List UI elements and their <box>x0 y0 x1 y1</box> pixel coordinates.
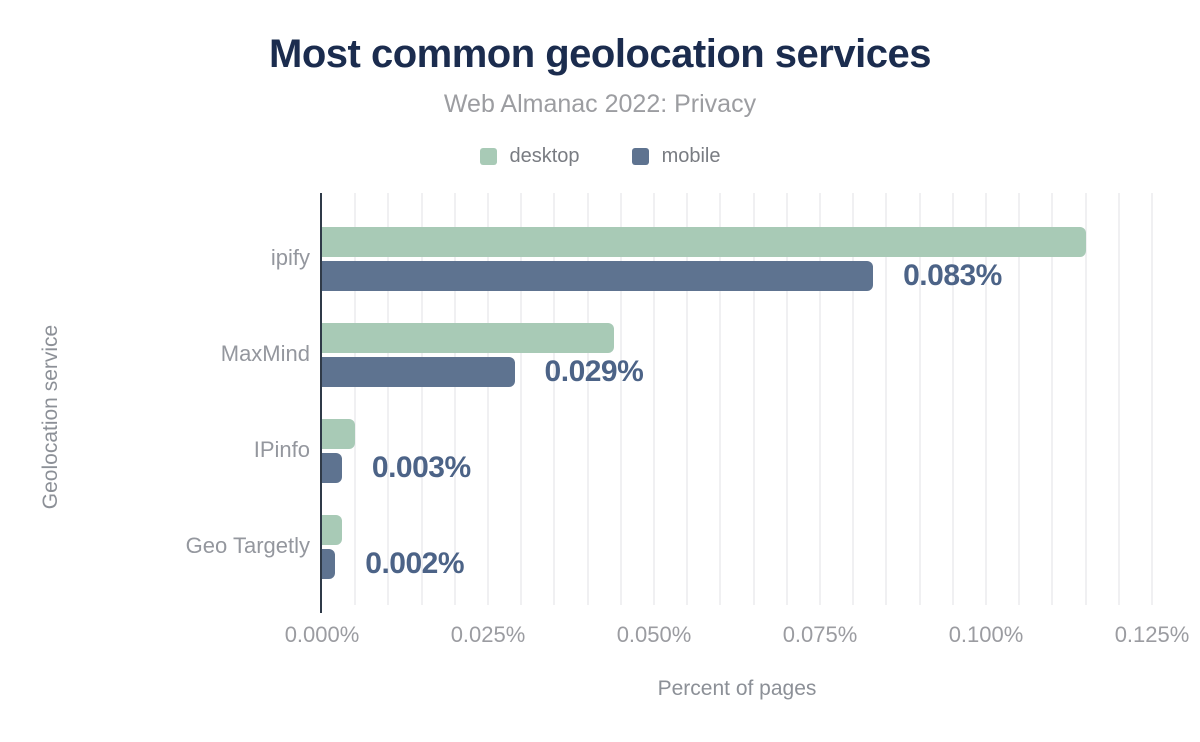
value-label-ipinfo: 0.003% <box>371 451 471 484</box>
x-tick-label: 0.075% <box>782 622 858 647</box>
gridline <box>819 193 821 605</box>
x-tick-label: 0.000% <box>284 622 360 647</box>
mobile-swatch <box>631 148 649 165</box>
x-tick-label: 0.125% <box>1114 622 1190 647</box>
legend-label-desktop: desktop <box>509 145 580 167</box>
gridline <box>752 193 755 605</box>
gridline <box>918 193 921 605</box>
x-tick-label: 0.050% <box>616 622 692 647</box>
gridline <box>1018 193 1021 605</box>
category-label-ipinfo: IPinfo <box>253 437 310 462</box>
gridline <box>653 193 655 605</box>
value-label-maxmind: 0.029% <box>544 355 644 388</box>
gridline <box>719 193 722 605</box>
gridline <box>785 193 788 605</box>
gridline <box>453 193 456 605</box>
bar-desktop-geo-targetly <box>322 515 342 545</box>
gridline <box>586 193 589 605</box>
gridline <box>951 193 954 605</box>
gridline <box>686 193 689 605</box>
gridline <box>420 193 423 605</box>
bar-desktop-ipinfo <box>322 419 356 449</box>
bar-mobile-ipinfo <box>322 453 342 483</box>
bar-desktop-maxmind <box>322 323 615 353</box>
gridline <box>985 193 987 605</box>
gridline <box>487 193 489 605</box>
x-axis-title: Percent of pages <box>657 677 817 700</box>
value-label-ipify: 0.083% <box>903 259 1002 292</box>
legend-item-desktop: desktop <box>479 145 580 168</box>
gridline <box>1084 193 1087 605</box>
x-tick-label: 0.025% <box>450 622 526 647</box>
gridline <box>354 193 357 605</box>
gridline <box>1117 193 1120 605</box>
value-label-geo-targetly: 0.002% <box>365 547 465 580</box>
plot-area: 0.083% 0.029% 0.003% 0.002% <box>322 193 1153 605</box>
x-tick-label: 0.100% <box>948 622 1024 647</box>
gridline <box>619 193 622 605</box>
legend-item-mobile: mobile <box>631 145 721 168</box>
bar-mobile-maxmind <box>322 357 515 387</box>
bar-mobile-ipify <box>322 261 874 291</box>
chart-subtitle: Web Almanac 2022: Privacy <box>443 90 757 118</box>
gridline <box>387 193 390 605</box>
legend: desktop mobile <box>0 145 1200 168</box>
bar-desktop-ipify <box>322 227 1086 257</box>
category-label-geo-targetly: Geo Targetly <box>185 533 310 558</box>
y-axis-line <box>320 193 322 613</box>
category-label-maxmind: MaxMind <box>220 341 310 366</box>
desktop-swatch <box>479 148 497 165</box>
gridline <box>885 193 888 605</box>
gridline <box>1151 193 1153 605</box>
bar-mobile-geo-targetly <box>322 549 336 579</box>
category-label-ipify: ipify <box>270 245 310 270</box>
gridline <box>1051 193 1054 605</box>
chart-title: Most common geolocation services <box>269 32 931 76</box>
gridline <box>553 193 556 605</box>
gridline <box>852 193 855 605</box>
legend-label-mobile: mobile <box>661 145 721 167</box>
gridline <box>520 193 523 605</box>
